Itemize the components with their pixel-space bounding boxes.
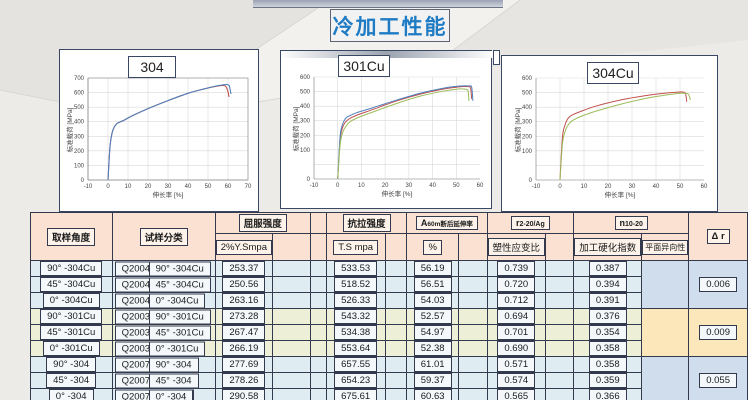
svg-text:500: 500 (522, 91, 533, 97)
svg-text:10: 10 (581, 184, 588, 190)
svg-text:200: 200 (522, 134, 533, 140)
svg-text:40: 40 (185, 184, 192, 190)
svg-text:20: 20 (605, 184, 612, 190)
svg-text:600: 600 (522, 76, 533, 82)
svg-text:0: 0 (106, 184, 110, 190)
svg-text:300: 300 (522, 120, 533, 126)
svg-text:50: 50 (205, 184, 212, 190)
svg-text:标准载荷 [MPa]: 标准载荷 [MPa] (291, 106, 300, 151)
svg-text:-10: -10 (84, 184, 93, 190)
svg-text:60: 60 (225, 184, 232, 190)
svg-text:50: 50 (453, 183, 460, 189)
svg-text:100: 100 (74, 163, 85, 169)
svg-text:600: 600 (74, 91, 85, 97)
svg-text:200: 200 (300, 133, 311, 139)
svg-text:-10: -10 (310, 183, 319, 189)
svg-text:60: 60 (477, 183, 484, 189)
svg-text:400: 400 (522, 105, 533, 111)
svg-text:-10: -10 (532, 184, 541, 190)
svg-text:0: 0 (336, 183, 340, 189)
svg-text:30: 30 (165, 184, 172, 190)
svg-text:500: 500 (74, 105, 85, 111)
svg-text:400: 400 (74, 120, 85, 126)
svg-text:50: 50 (677, 184, 684, 190)
svg-text:700: 700 (74, 76, 85, 82)
svg-text:20: 20 (382, 183, 389, 189)
svg-text:100: 100 (522, 149, 533, 155)
svg-text:40: 40 (429, 183, 436, 189)
svg-text:70: 70 (245, 184, 252, 190)
svg-text:20: 20 (145, 184, 152, 190)
svg-text:伸长率 [%]: 伸长率 [%] (382, 189, 413, 198)
svg-text:40: 40 (653, 184, 660, 190)
svg-text:标准载荷 [MPa]: 标准载荷 [MPa] (65, 107, 74, 152)
svg-text:伸长率 [%]: 伸长率 [%] (605, 190, 636, 199)
svg-text:10: 10 (125, 184, 132, 190)
svg-text:100: 100 (300, 148, 311, 154)
svg-text:10: 10 (358, 183, 365, 189)
svg-text:0: 0 (558, 184, 562, 190)
svg-text:30: 30 (406, 183, 413, 189)
svg-text:400: 400 (300, 104, 311, 110)
svg-text:300: 300 (74, 134, 85, 140)
svg-text:60: 60 (701, 184, 708, 190)
svg-text:200: 200 (74, 149, 85, 155)
svg-text:500: 500 (300, 90, 311, 96)
svg-text:600: 600 (300, 75, 311, 81)
svg-text:30: 30 (629, 184, 636, 190)
svg-text:标准载荷 [MPa]: 标准载荷 [MPa] (513, 107, 522, 152)
svg-text:300: 300 (300, 119, 311, 125)
svg-text:伸长率 [%]: 伸长率 [%] (153, 190, 184, 199)
